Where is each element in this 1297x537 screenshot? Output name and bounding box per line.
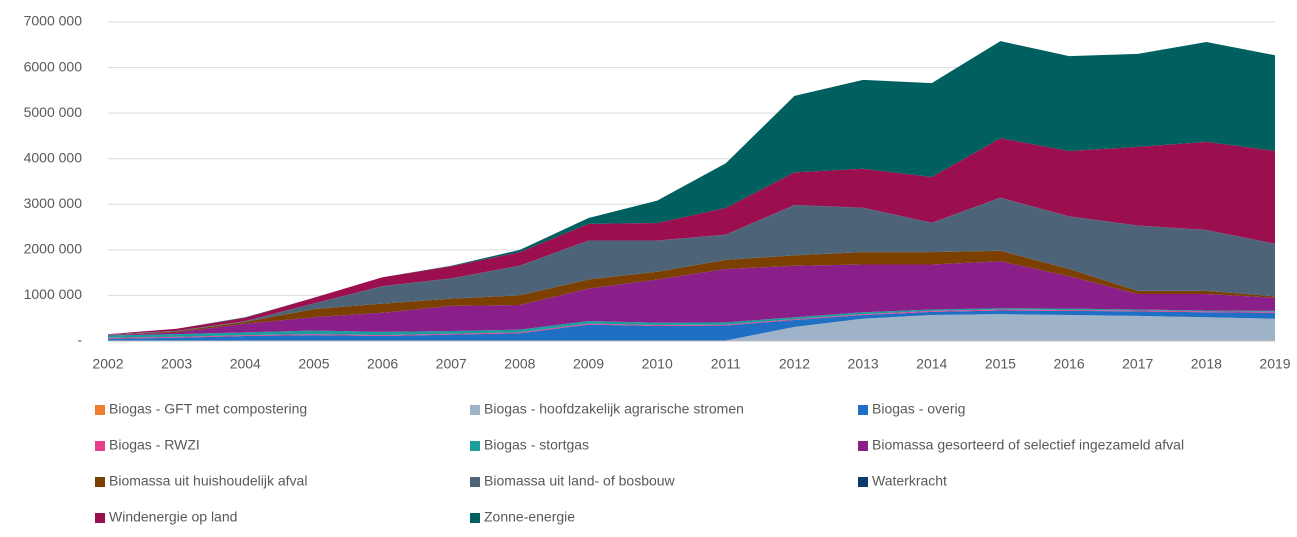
legend-label: Waterkracht xyxy=(872,473,947,489)
legend-label: Biogas - GFT met compostering xyxy=(109,401,307,417)
legend-swatch xyxy=(470,441,480,451)
legend-swatch xyxy=(95,405,105,415)
x-tick-label: 2009 xyxy=(573,356,604,372)
y-tick-label: - xyxy=(77,332,82,348)
x-tick-label: 2003 xyxy=(161,356,192,372)
x-tick-label: 2011 xyxy=(711,356,741,372)
legend-swatch xyxy=(95,441,105,451)
x-tick-label: 2002 xyxy=(92,356,123,372)
legend-swatch xyxy=(858,477,868,487)
legend-swatch xyxy=(95,477,105,487)
x-tick-label: 2010 xyxy=(642,356,673,372)
legend-label: Biogas - hoofdzakelijk agrarische strome… xyxy=(484,401,744,417)
legend-label: Biogas - stortgas xyxy=(484,437,589,453)
y-tick-label: 7000 000 xyxy=(24,13,83,29)
legend-swatch xyxy=(470,405,480,415)
y-tick-label: 6000 000 xyxy=(24,58,83,74)
legend-label: Biomassa uit huishoudelijk afval xyxy=(109,473,307,489)
y-tick-label: 2000 000 xyxy=(24,241,83,257)
legend-label: Biomassa uit land- of bosbouw xyxy=(484,473,676,489)
x-tick-label: 2006 xyxy=(367,356,398,372)
x-tick-label: 2012 xyxy=(779,356,810,372)
x-tick-label: 2008 xyxy=(504,356,535,372)
x-tick-label: 2013 xyxy=(848,356,879,372)
legend-swatch xyxy=(95,513,105,523)
y-tick-label: 1000 000 xyxy=(24,286,83,302)
x-tick-label: 2017 xyxy=(1122,356,1153,372)
legend-label: Biogas - RWZI xyxy=(109,437,200,453)
legend-label: Zonne-energie xyxy=(484,509,575,525)
legend-label: Biomassa gesorteerd of selectief ingezam… xyxy=(872,437,1184,453)
x-tick-label: 2016 xyxy=(1053,356,1084,372)
y-tick-label: 3000 000 xyxy=(24,195,83,211)
x-tick-label: 2004 xyxy=(230,356,261,372)
legend-swatch xyxy=(858,405,868,415)
legend-swatch xyxy=(858,441,868,451)
legend-swatch xyxy=(470,477,480,487)
x-tick-label: 2019 xyxy=(1259,356,1290,372)
x-tick-label: 2014 xyxy=(916,356,947,372)
y-tick-label: 5000 000 xyxy=(24,104,83,120)
legend-label: Windenergie op land xyxy=(109,509,237,525)
y-tick-label: 4000 000 xyxy=(24,149,83,165)
legend-label: Biogas - overig xyxy=(872,401,965,417)
x-tick-label: 2018 xyxy=(1191,356,1222,372)
x-tick-label: 2005 xyxy=(298,356,329,372)
legend-swatch xyxy=(470,513,480,523)
x-tick-label: 2007 xyxy=(436,356,467,372)
x-tick-label: 2015 xyxy=(985,356,1016,372)
